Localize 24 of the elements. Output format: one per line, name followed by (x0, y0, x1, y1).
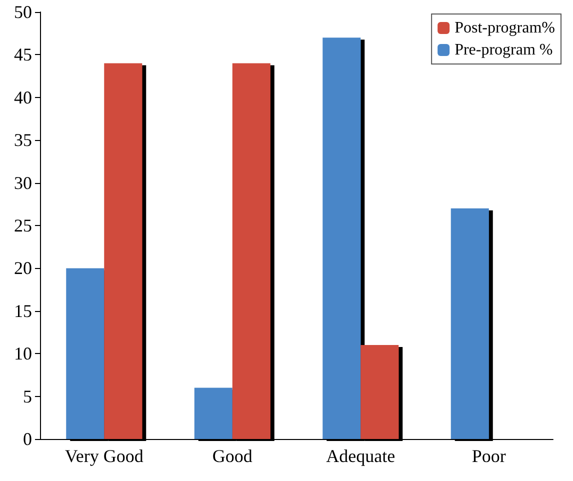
y-tick-label: 45 (14, 44, 32, 65)
y-tick-label: 50 (14, 2, 32, 22)
bar (66, 268, 104, 439)
y-tick-label: 15 (14, 300, 32, 321)
y-tick-label: 5 (23, 386, 32, 406)
y-tick-label: 25 (14, 216, 32, 236)
y-tick-label: 40 (14, 87, 32, 108)
y-tick-label: 30 (14, 172, 32, 193)
x-tick-label: Good (212, 446, 252, 466)
bar (232, 63, 270, 439)
bar (194, 388, 232, 439)
y-tick-label: 35 (14, 130, 32, 150)
bar (450, 208, 489, 439)
legend-label: Post-program% (454, 20, 556, 36)
x-tick-label: Poor (472, 446, 506, 466)
y-tick-label: 0 (23, 429, 32, 449)
x-tick-label: Adequate (326, 446, 396, 466)
y-tick-label: 10 (14, 344, 32, 364)
bar (322, 38, 361, 439)
legend-label: Pre-program % (454, 42, 553, 58)
y-tick-label: 20 (14, 258, 32, 278)
bar (360, 345, 399, 439)
x-tick-label: Very Good (64, 446, 144, 466)
bar (104, 63, 142, 439)
